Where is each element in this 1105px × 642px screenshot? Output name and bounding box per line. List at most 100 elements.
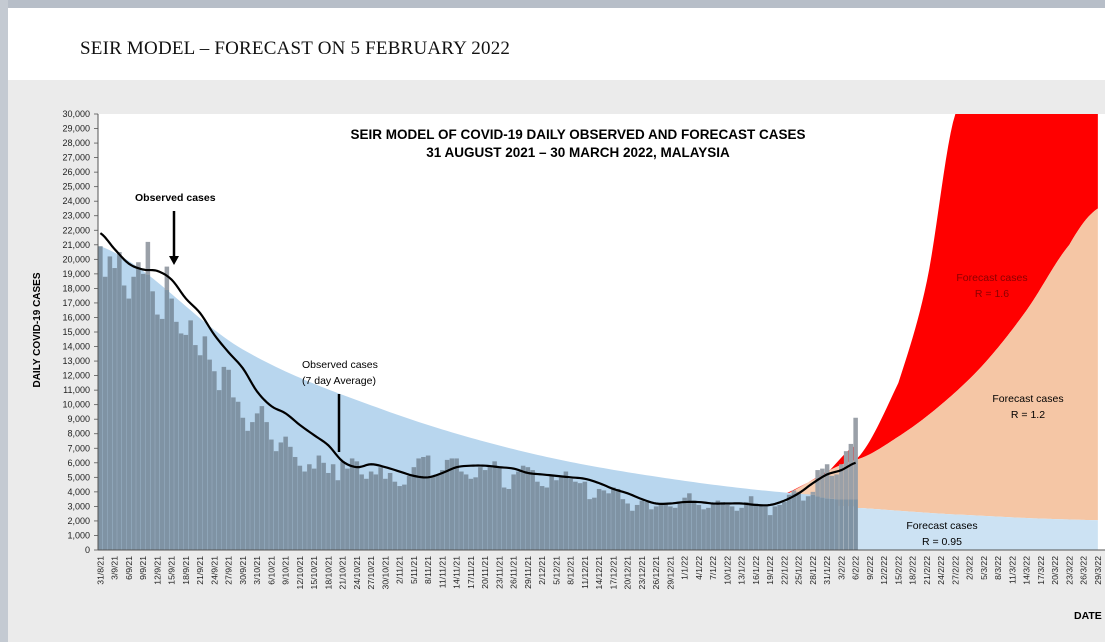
observed-bar-excess [810,491,816,495]
x-tick-label: 11/3/22 [1007,556,1017,584]
observed-bar [136,267,141,550]
x-tick-label: 10/1/22 [722,556,732,585]
x-tick-label: 29/12/21 [665,556,675,590]
observed-bar [720,502,725,550]
y-tick-label: 16,000 [62,312,90,322]
observed-bar-excess [164,266,170,291]
slide-title: SEIR MODEL – FORECAST ON 5 FEBRUARY 2022 [80,38,511,59]
observed-bar [425,455,431,550]
observed-bar [126,298,132,550]
observed-bar [307,464,312,550]
observed-bar [278,442,284,550]
forecast-r16-value: R = 1.6 [975,288,1009,300]
observed-bar [349,458,355,550]
observed-bar [696,504,702,550]
x-tick-label: 5/3/22 [979,556,989,580]
observed-bar [653,506,659,550]
x-tick-label: 21/10/21 [338,556,348,590]
observed-bar [359,474,364,550]
x-tick-label: 18/9/21 [181,556,191,585]
annotation-observed-avg: Observed cases [302,359,378,371]
x-tick-label: 27/2/22 [950,556,960,585]
observed-bar [848,499,854,550]
observed-bar [829,498,835,550]
y-tick-label: 29,000 [62,124,90,134]
observed-bar [767,515,773,550]
x-tick-label: 15/9/21 [167,556,177,585]
observed-bar [710,503,716,550]
y-tick-label: 3,000 [67,501,90,511]
forecast-label-r12: Forecast cases [992,393,1063,405]
observed-bar [164,290,170,550]
forecast-label-r16: Forecast cases [956,272,1027,284]
observed-bar-excess [136,262,141,268]
x-tick-label: 24/9/21 [209,556,219,585]
observed-bar [573,481,578,550]
y-tick-label: 7,000 [67,443,90,453]
observed-bar [140,273,146,550]
observed-bar [169,298,174,550]
observed-bar [772,506,778,550]
observed-bar [373,474,379,550]
observed-bar [725,504,730,550]
observed-bar [297,465,303,550]
forecast-r095-area [855,507,1098,550]
observed-bar [468,478,474,550]
x-tick-label: 15/10/21 [309,556,319,590]
y-tick-label: 23,000 [62,211,90,221]
observed-bar [587,499,592,550]
x-tick-label: 28/1/22 [808,556,818,585]
observed-bar [596,488,602,550]
observed-bar [387,472,393,550]
y-tick-label: 5,000 [67,472,90,482]
observed-bar [805,496,811,550]
observed-bar [354,461,360,550]
x-axis-label: DATE [1074,610,1102,622]
forecast-r095-value: R = 0.95 [922,536,962,548]
y-tick-label: 22,000 [62,225,90,235]
slide-left-border [0,0,8,642]
y-tick-label: 14,000 [62,342,90,352]
observed-bar [421,456,426,550]
observed-bar [601,490,607,550]
x-tick-label: 30/10/21 [380,556,390,590]
y-tick-label: 30,000 [62,109,90,119]
observed-bar [368,471,374,550]
observed-bar [782,502,787,550]
y-tick-label: 26,000 [62,167,90,177]
y-tick-label: 10,000 [62,400,90,410]
x-tick-label: 2/11/21 [395,556,405,584]
slide-top-border [0,0,1105,8]
x-tick-label: 16/1/22 [751,556,761,585]
observed-bar [630,510,635,550]
forecast-r12-value: R = 1.2 [1011,409,1045,421]
observed-bar [107,256,113,550]
y-tick-label: 27,000 [62,153,90,163]
observed-bar [269,439,274,550]
observed-bar [506,488,512,550]
x-tick-label: 26/3/22 [1079,556,1089,585]
annotation-observed-cases: Observed cases [135,192,216,204]
x-tick-label: 7/1/22 [708,556,718,580]
observed-bar [150,291,155,550]
observed-bar [801,500,806,550]
observed-bar [639,500,645,550]
observed-bar [824,498,830,550]
observed-bar [207,359,212,550]
x-tick-label: 18/2/22 [908,556,918,585]
observed-bar [682,497,687,550]
observed-bar [758,504,763,550]
observed-bar [620,499,626,550]
observed-bar [672,507,678,550]
observed-bar [311,468,317,550]
forecast-r12-area [855,208,1098,521]
observed-bar [98,246,103,550]
y-tick-label: 28,000 [62,138,90,148]
observed-bar [302,471,307,550]
observed-bar [539,486,545,550]
x-tick-labels: 31/8/21 3/9/21 6/9/21 9/9/21 12/9/21 15/9/21 1… [95,556,1103,590]
y-tick-label: 11,000 [63,385,90,395]
observed-bar [430,475,436,550]
observed-bar [202,336,208,550]
observed-bar [383,478,388,550]
